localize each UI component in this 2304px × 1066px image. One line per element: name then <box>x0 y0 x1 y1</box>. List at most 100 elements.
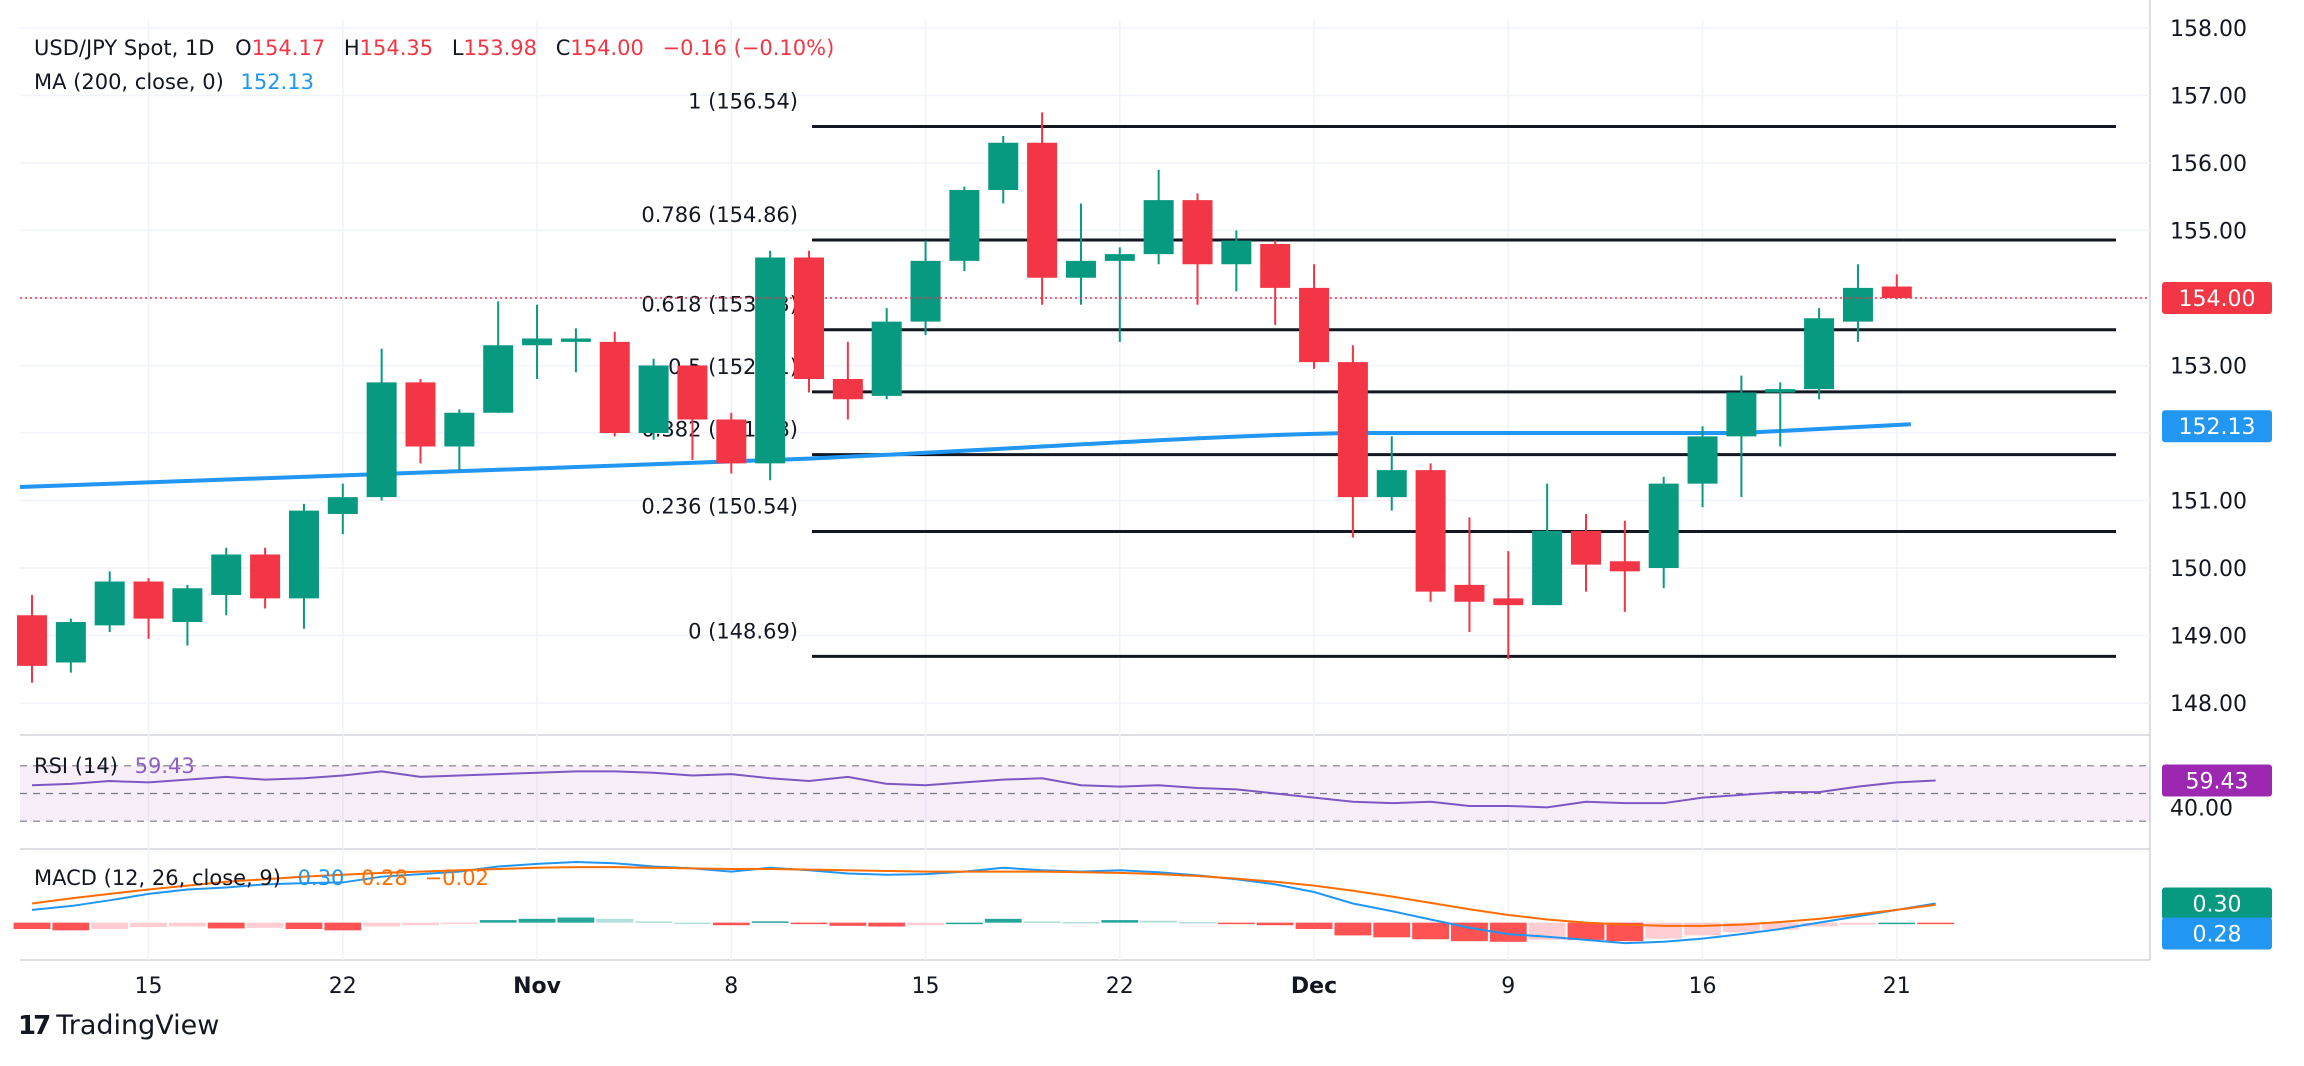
close-value: 154.00 <box>570 36 644 60</box>
candle-body <box>288 510 319 599</box>
macd-hist-bar <box>479 920 517 923</box>
fib-level-label: 1 (156.54) <box>688 90 798 114</box>
signal-line <box>31 866 1936 927</box>
macd-hist-bar <box>1140 920 1178 923</box>
candle-body <box>599 341 630 433</box>
last-price-badge: 154.00 <box>2179 287 2256 312</box>
candle-body <box>794 257 824 379</box>
candle-body <box>755 257 786 464</box>
rsi-badge: 59.43 <box>2186 769 2249 794</box>
candle-body <box>871 321 902 396</box>
high-label: H <box>343 36 360 60</box>
macd-hist-bar <box>285 922 323 930</box>
macd-hist-bar <box>1101 920 1139 923</box>
candle-body <box>211 554 242 595</box>
candle-body <box>94 581 125 626</box>
macd-hist-bar <box>324 922 362 931</box>
macd-hist-bar <box>518 918 556 923</box>
macd-hist-bar <box>1839 922 1877 925</box>
macd-hist-bar <box>402 922 439 926</box>
low-value: 153.98 <box>463 36 538 60</box>
ma-price-badge-bg <box>2162 410 2272 443</box>
macd-badge-bg <box>2162 887 2272 920</box>
macd-hist-bar <box>1412 922 1450 940</box>
candle-body <box>522 338 553 346</box>
macd-hist-bar <box>868 922 906 927</box>
macd-label: MACD (12, 26, close, 9) <box>34 866 281 890</box>
macd-hist-bar <box>1295 922 1333 930</box>
ma-value: 152.13 <box>240 70 314 94</box>
candle-body <box>1182 200 1213 265</box>
y-tick-label: 149.00 <box>2170 625 2247 650</box>
tradingview-logo-icon: 𝟭𝟳 <box>18 1010 51 1041</box>
macd-hist-bar <box>751 921 789 923</box>
macd-hist-bar <box>984 918 1022 923</box>
rsi-label: RSI (14) <box>34 754 118 778</box>
candle-body <box>55 622 86 663</box>
macd-hist-bar <box>596 918 634 923</box>
macd-hist-bar <box>1451 922 1488 942</box>
macd-hist-bar <box>1373 922 1411 938</box>
last-price-badge-bg <box>2162 282 2272 314</box>
fib-level-label: 0 (148.69) <box>688 619 798 643</box>
candle-body <box>405 382 436 447</box>
open-label: O <box>235 36 252 60</box>
x-tick-label: Nov <box>513 974 562 999</box>
macd-hist-bar <box>712 922 750 926</box>
y-tick-label: 153.00 <box>2170 355 2247 380</box>
y-tick-label: 158.00 <box>2170 17 2247 42</box>
candle-body <box>1454 584 1485 602</box>
macd-hist-bar <box>945 922 983 925</box>
macd-value: 0.30 <box>297 866 345 890</box>
candle-body <box>1571 530 1601 565</box>
symbol-title: USD/JPY Spot, 1D <box>34 36 215 60</box>
x-tick-label: 15 <box>912 974 940 999</box>
candle-body <box>1532 530 1563 606</box>
candle-body <box>1609 561 1640 572</box>
candle-body <box>133 581 164 619</box>
x-tick-label: 9 <box>1501 974 1515 999</box>
tradingview-brand[interactable]: 𝟭𝟳 TradingView <box>18 1010 219 1041</box>
ma-header: MA (200, close, 0) 152.13 <box>34 70 314 94</box>
fib-level-label: 0.236 (150.54) <box>641 495 798 519</box>
signal-badge-bg <box>2162 917 2272 950</box>
candle-body <box>483 345 514 413</box>
x-tick-label: Dec <box>1291 974 1337 999</box>
macd-hist-bar <box>207 922 245 929</box>
candle-body <box>1648 483 1679 568</box>
candle-body <box>1104 254 1135 261</box>
rsi-header: RSI (14) 59.43 <box>34 754 195 778</box>
candle-body <box>1221 240 1252 265</box>
macd-hist-bar <box>790 922 828 925</box>
change-value: −0.16 (−0.10%) <box>662 36 835 60</box>
x-tick-label: 16 <box>1689 974 1717 999</box>
low-label: L <box>451 36 464 60</box>
rsi-value: 59.43 <box>134 754 195 778</box>
y-tick-label: 155.00 <box>2170 220 2247 245</box>
close-label: C <box>555 36 571 60</box>
candle-body <box>366 382 397 498</box>
macd-hist-bar <box>440 922 478 925</box>
candle-body <box>677 365 708 420</box>
candle-body <box>1415 470 1446 592</box>
candle-body <box>1881 286 1912 298</box>
brand-label: TradingView <box>56 1010 220 1041</box>
macd-hist-bar <box>91 922 129 930</box>
macd-line <box>31 860 1936 945</box>
macd-hist-bar <box>1917 922 1955 925</box>
macd-hist-bar <box>1800 922 1838 927</box>
candle-body <box>1376 470 1407 498</box>
candle-body <box>1143 200 1174 255</box>
candle-body <box>1804 318 1835 390</box>
macd-hist-bar <box>363 922 401 927</box>
signal-badge: 0.28 <box>2193 923 2242 948</box>
candle-body <box>1493 598 1524 606</box>
macd-hist-bar <box>1489 922 1527 942</box>
candle-body <box>17 615 47 666</box>
candle-body <box>949 190 980 261</box>
macd-hist-bar <box>1179 922 1216 924</box>
macd-hist-bar <box>168 922 206 927</box>
candle-body <box>250 554 281 599</box>
candle-body <box>560 338 591 342</box>
